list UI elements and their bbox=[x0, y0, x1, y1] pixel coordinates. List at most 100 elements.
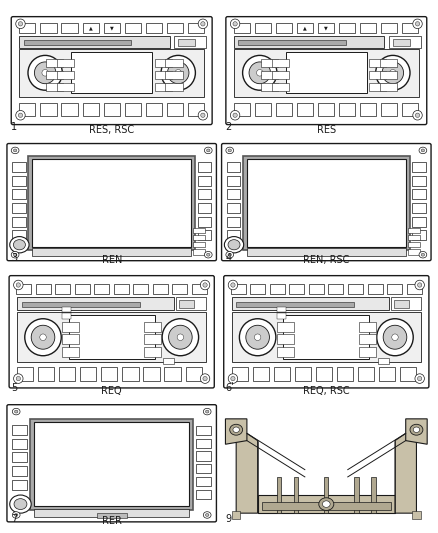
Circle shape bbox=[14, 374, 23, 383]
Bar bbox=[165, 367, 180, 381]
Bar bbox=[360, 103, 376, 116]
Bar bbox=[40, 103, 57, 116]
Text: REN, RSC: REN, RSC bbox=[303, 255, 350, 265]
Text: RES, RSC: RES, RSC bbox=[89, 125, 134, 135]
Bar bbox=[144, 347, 161, 357]
Circle shape bbox=[18, 113, 23, 117]
Circle shape bbox=[28, 55, 62, 90]
Circle shape bbox=[12, 408, 20, 415]
Circle shape bbox=[200, 280, 210, 290]
Bar bbox=[262, 502, 391, 510]
Bar bbox=[234, 49, 419, 97]
Circle shape bbox=[228, 374, 238, 383]
Bar bbox=[198, 230, 212, 240]
Bar bbox=[19, 23, 35, 33]
Bar bbox=[12, 216, 26, 227]
Circle shape bbox=[201, 22, 205, 26]
Bar bbox=[255, 23, 271, 33]
Bar bbox=[274, 367, 290, 381]
Bar bbox=[358, 334, 376, 344]
Bar bbox=[62, 347, 80, 357]
FancyBboxPatch shape bbox=[11, 17, 212, 125]
Bar bbox=[166, 103, 183, 116]
Circle shape bbox=[40, 334, 46, 341]
Bar bbox=[12, 439, 27, 449]
Bar bbox=[35, 423, 189, 506]
Bar bbox=[32, 159, 191, 247]
Bar bbox=[57, 83, 74, 91]
Bar bbox=[12, 189, 26, 199]
FancyBboxPatch shape bbox=[7, 405, 216, 522]
Circle shape bbox=[230, 424, 243, 435]
Bar bbox=[236, 302, 354, 307]
Circle shape bbox=[198, 110, 208, 120]
Circle shape bbox=[14, 240, 25, 250]
Bar bbox=[251, 284, 265, 294]
Bar bbox=[258, 495, 395, 513]
Circle shape bbox=[11, 147, 19, 154]
Circle shape bbox=[233, 22, 237, 26]
Bar bbox=[226, 176, 240, 186]
Bar bbox=[360, 23, 376, 33]
Bar bbox=[412, 511, 421, 519]
Bar bbox=[197, 439, 212, 448]
Bar bbox=[261, 59, 278, 67]
Bar bbox=[46, 59, 64, 67]
Circle shape bbox=[25, 319, 61, 356]
Bar bbox=[272, 83, 289, 91]
Bar bbox=[46, 70, 64, 79]
Bar bbox=[24, 40, 131, 45]
Bar bbox=[193, 242, 205, 247]
Circle shape bbox=[413, 110, 422, 120]
Circle shape bbox=[16, 376, 21, 381]
Bar bbox=[103, 103, 120, 116]
Bar bbox=[186, 367, 201, 381]
Bar bbox=[82, 103, 99, 116]
Bar bbox=[173, 284, 187, 294]
Bar bbox=[178, 39, 195, 46]
Bar bbox=[166, 83, 183, 91]
Circle shape bbox=[226, 147, 233, 154]
Circle shape bbox=[390, 69, 396, 76]
FancyBboxPatch shape bbox=[224, 276, 429, 388]
Bar bbox=[412, 162, 426, 172]
Circle shape bbox=[257, 69, 263, 76]
Bar bbox=[247, 159, 406, 247]
Bar bbox=[12, 176, 26, 186]
Text: 1: 1 bbox=[11, 122, 17, 132]
Bar bbox=[38, 367, 54, 381]
Bar bbox=[232, 297, 389, 310]
Bar bbox=[324, 477, 328, 513]
Bar bbox=[318, 103, 334, 116]
Bar bbox=[198, 189, 212, 199]
Bar bbox=[174, 36, 206, 48]
Text: RER: RER bbox=[102, 516, 122, 527]
Circle shape bbox=[14, 513, 18, 516]
Circle shape bbox=[161, 55, 195, 90]
Circle shape bbox=[205, 252, 212, 258]
Bar bbox=[337, 367, 353, 381]
Circle shape bbox=[228, 253, 231, 256]
Bar bbox=[238, 40, 346, 45]
Bar bbox=[380, 83, 397, 91]
Circle shape bbox=[413, 427, 420, 432]
Bar bbox=[103, 23, 120, 33]
Bar bbox=[226, 203, 240, 213]
Bar bbox=[276, 103, 292, 116]
Bar bbox=[12, 425, 27, 435]
Circle shape bbox=[410, 424, 423, 435]
Bar bbox=[339, 103, 355, 116]
Text: 9: 9 bbox=[226, 514, 232, 524]
Bar bbox=[231, 284, 246, 294]
Bar bbox=[62, 307, 71, 312]
Bar bbox=[80, 367, 96, 381]
Bar bbox=[144, 322, 161, 332]
Polygon shape bbox=[395, 433, 417, 513]
Bar bbox=[234, 36, 384, 48]
Bar bbox=[17, 297, 174, 310]
Polygon shape bbox=[226, 419, 247, 444]
Circle shape bbox=[415, 113, 420, 117]
Bar bbox=[144, 367, 159, 381]
Bar bbox=[277, 334, 294, 344]
Bar bbox=[166, 70, 183, 79]
